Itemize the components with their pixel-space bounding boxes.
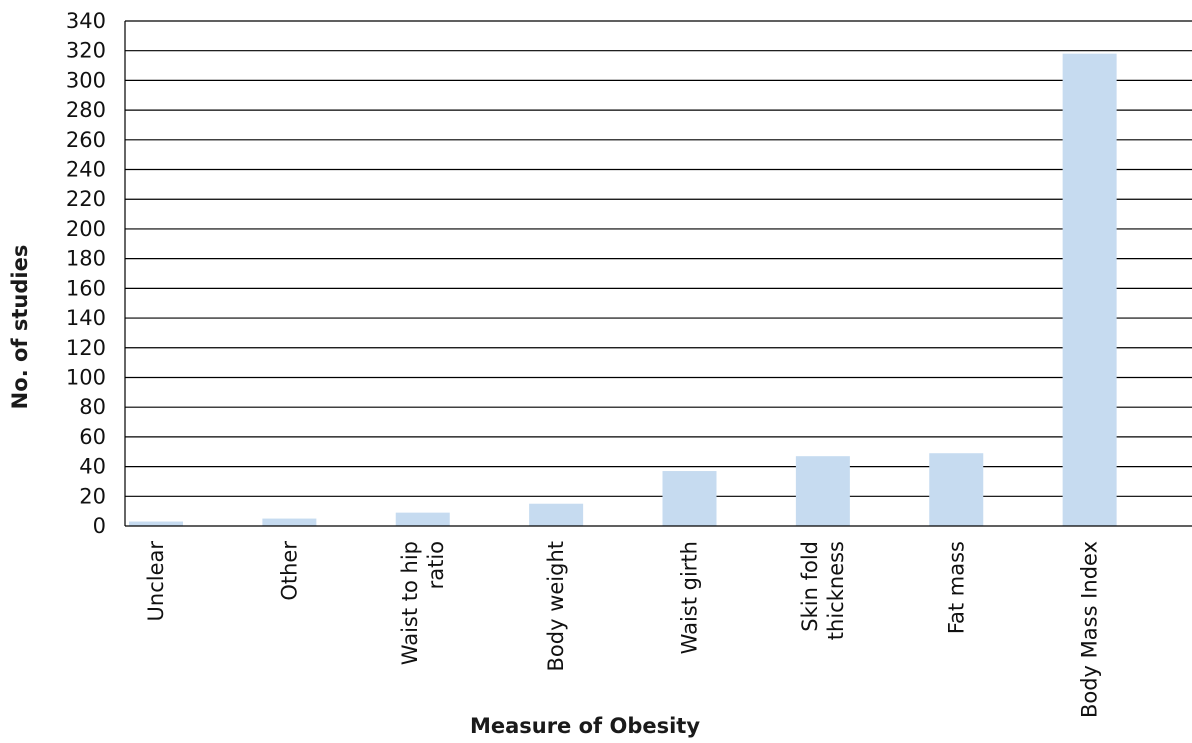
y-tick-label: 160 bbox=[66, 276, 106, 300]
bar bbox=[129, 521, 183, 526]
y-tick-label: 320 bbox=[66, 39, 106, 63]
y-tick-label: 340 bbox=[66, 9, 106, 33]
y-tick-label: 240 bbox=[66, 158, 106, 182]
bar bbox=[262, 518, 317, 526]
x-category-label: Unclear bbox=[144, 541, 168, 622]
y-tick-label: 220 bbox=[66, 187, 106, 211]
y-tick-label: 200 bbox=[66, 217, 106, 241]
y-tick-label: 140 bbox=[66, 306, 106, 330]
bars bbox=[129, 53, 1117, 526]
bar bbox=[1062, 53, 1117, 526]
y-tick-label: 280 bbox=[66, 98, 106, 122]
x-category-label: ratio bbox=[424, 541, 448, 589]
bar bbox=[662, 471, 717, 526]
x-category-label: Waist girth bbox=[678, 541, 702, 654]
y-tick-label: 180 bbox=[66, 247, 106, 271]
bar bbox=[529, 503, 584, 526]
x-category-label: Body Mass Index bbox=[1078, 541, 1102, 718]
y-tick-label: 0 bbox=[93, 514, 106, 538]
gridlines bbox=[125, 20, 1192, 497]
bar bbox=[795, 456, 850, 526]
axes bbox=[124, 21, 1192, 527]
y-tick-label: 100 bbox=[66, 365, 106, 389]
y-tick-label: 80 bbox=[79, 395, 106, 419]
x-category-label: thickness bbox=[824, 541, 848, 640]
y-tick-label: 300 bbox=[66, 68, 106, 92]
x-category-labels: Unclear Other Waist to hip ratio Body weight… bbox=[144, 541, 1102, 718]
y-tick-label: 60 bbox=[79, 425, 106, 449]
x-axis-title: Measure of Obesity bbox=[470, 714, 700, 738]
y-tick-label: 120 bbox=[66, 336, 106, 360]
x-category-label: Waist to hip bbox=[398, 541, 422, 665]
y-tick-label: 260 bbox=[66, 128, 106, 152]
y-axis-title: No. of studies bbox=[8, 245, 32, 410]
y-tick-label: 20 bbox=[79, 484, 106, 508]
y-tick-labels: 0 20 40 60 80 100 120 140 160 180 200 220 240 260 280 3… bbox=[66, 9, 106, 538]
bar bbox=[929, 453, 984, 526]
bar bbox=[395, 512, 450, 526]
x-category-label: Other bbox=[277, 541, 301, 601]
y-tick-label: 40 bbox=[79, 455, 106, 479]
x-category-label: Skin fold bbox=[798, 541, 822, 632]
x-category-label: Body weight bbox=[544, 541, 568, 672]
x-category-label: Fat mass bbox=[944, 541, 968, 634]
